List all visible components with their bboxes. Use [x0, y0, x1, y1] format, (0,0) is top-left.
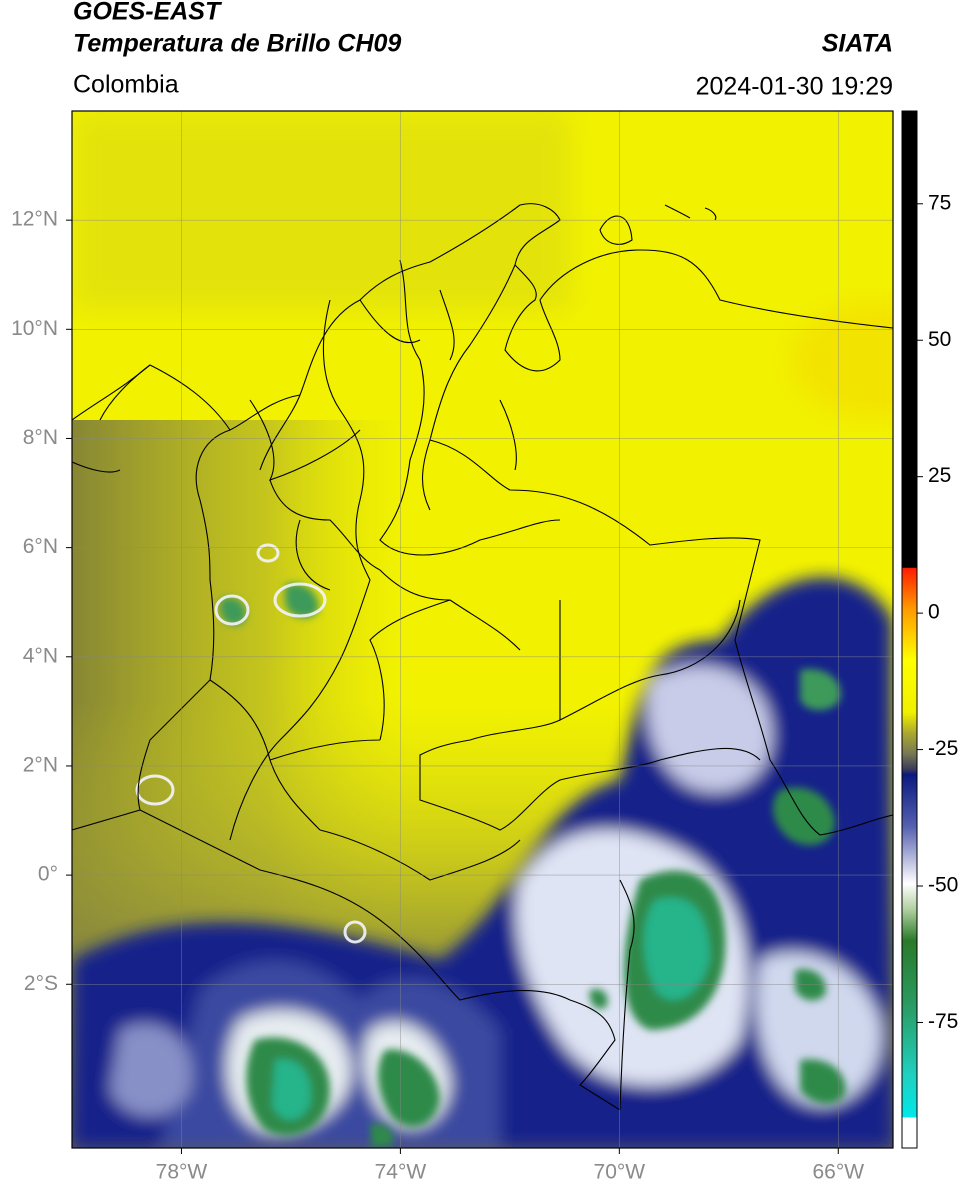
y-tick-label: 4°N: [23, 644, 58, 667]
datetime: 2024-01-30 19:29: [696, 73, 893, 101]
colorbar-tick-label: 0: [928, 601, 940, 624]
graticule: [72, 111, 893, 1148]
x-tick-label: 74°W: [375, 1161, 427, 1184]
y-tick-label: 0°: [38, 863, 58, 886]
colorbar-tick-label: -75: [928, 1010, 958, 1033]
axes: 78°W 74°W 70°W 66°W 12°N 10°N 8°N 6°N 4°N 2°N 0° 2°…: [11, 191, 958, 1183]
colorbar-tick-label: -25: [928, 737, 958, 760]
y-tick-label: 2°N: [23, 753, 58, 776]
map-title: Temperatura de Brillo CH09: [73, 30, 401, 58]
borders: [72, 203, 893, 1111]
y-tick-label: 6°N: [23, 535, 58, 558]
satellite-name: GOES-EAST: [73, 0, 223, 26]
colorbar-tick-label: -50: [928, 874, 958, 897]
y-tick-label: 10°N: [11, 317, 58, 340]
y-tick-label: 12°N: [11, 208, 58, 231]
x-tick-label: 70°W: [594, 1161, 646, 1184]
x-tick-label: 78°W: [156, 1161, 208, 1184]
y-tick-label: 2°S: [24, 972, 58, 995]
colorbar-tick-label: 50: [928, 328, 951, 351]
colorbar: [901, 110, 918, 1149]
source: SIATA: [822, 30, 893, 58]
region: Colombia: [73, 71, 179, 99]
satellite-imagery: [72, 111, 893, 1148]
colorbar-tick-label: 25: [928, 464, 951, 487]
map-frame: [71, 110, 894, 1149]
colorbar-tick-label: 75: [928, 191, 951, 214]
y-tick-label: 8°N: [23, 426, 58, 449]
x-tick-label: 66°W: [812, 1161, 864, 1184]
